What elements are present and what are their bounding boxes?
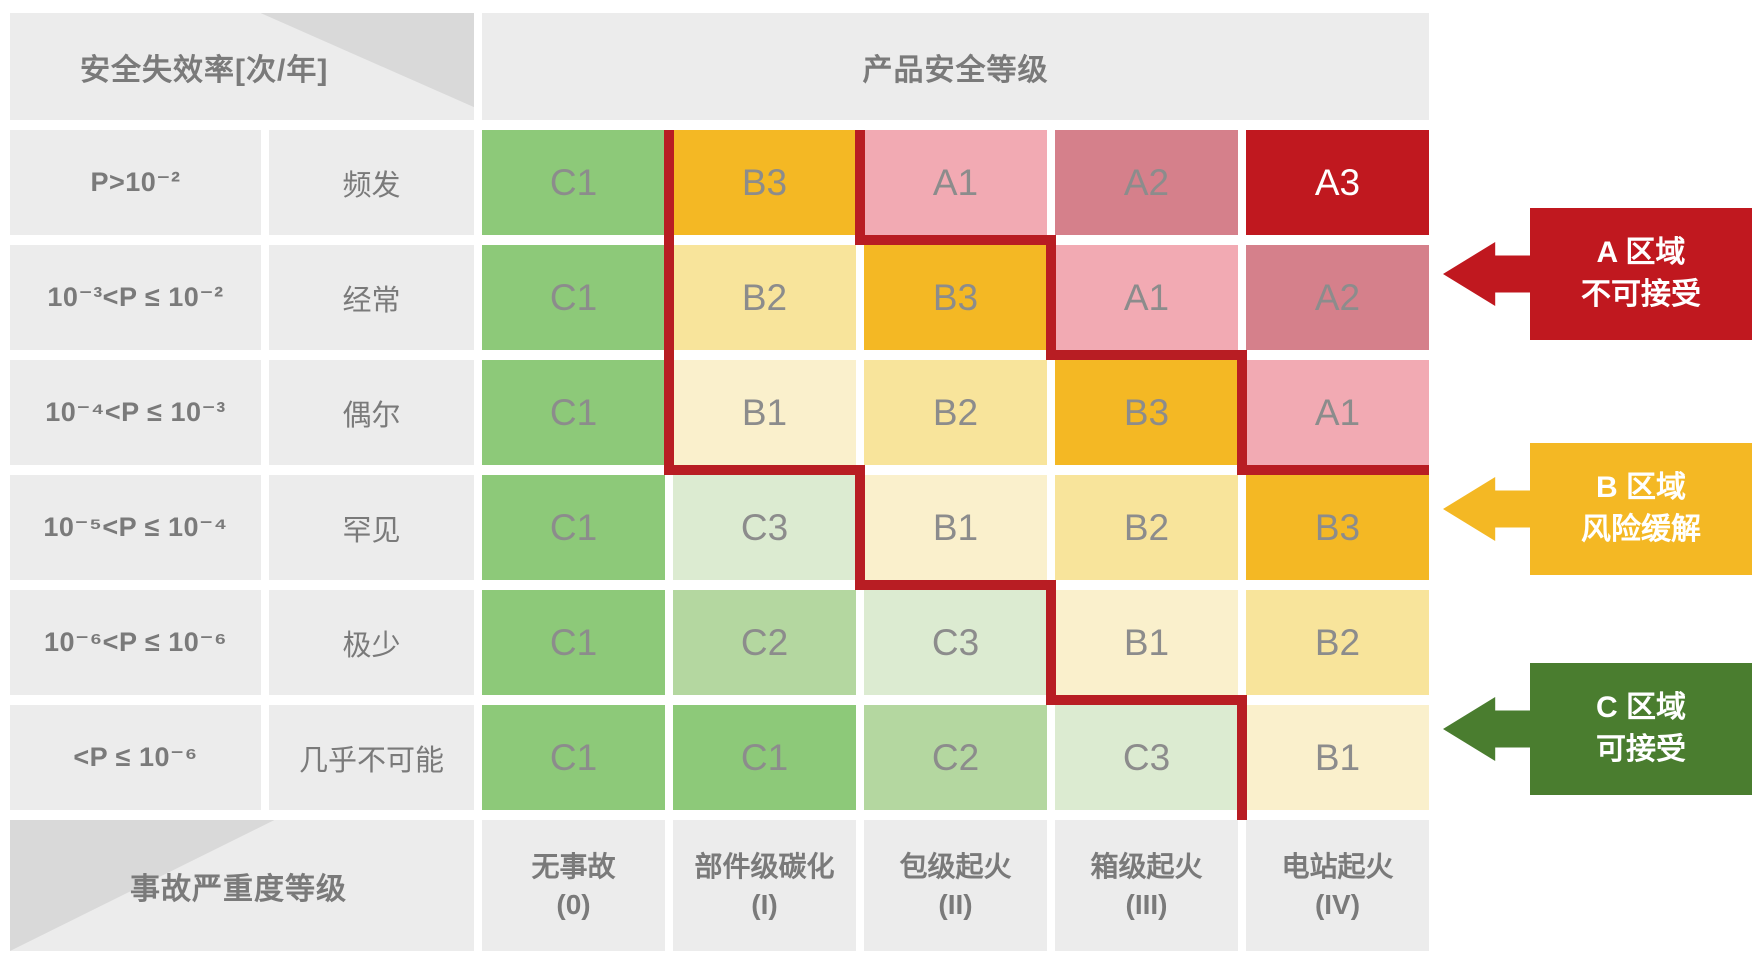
probability-label: 10⁻³<P ≤ 10⁻²	[10, 245, 261, 350]
matrix-cell: B1	[673, 360, 856, 465]
frequency-label: 频发	[269, 130, 474, 235]
legend-zone-title: B 区域	[1596, 471, 1686, 504]
matrix-cell: B2	[864, 360, 1047, 465]
severity-grade: (III)	[1125, 888, 1168, 920]
zone-b-boundary-line	[1046, 695, 1247, 705]
matrix-cell: B3	[673, 130, 856, 235]
zone-a-boundary-line	[855, 235, 1056, 245]
probability-label: 10⁻⁵<P ≤ 10⁻⁴	[10, 475, 261, 580]
matrix-cell: B3	[1246, 475, 1429, 580]
matrix-cell: B2	[1246, 590, 1429, 695]
matrix-cell: B1	[1246, 705, 1429, 810]
matrix-cell: C1	[482, 245, 665, 350]
matrix-cell: C3	[673, 475, 856, 580]
severity-name: 电站起火	[1281, 850, 1394, 882]
matrix-cell: C2	[864, 705, 1047, 810]
matrix-cell: B3	[864, 245, 1047, 350]
matrix-cell: B1	[1055, 590, 1238, 695]
corner-header-label: 安全失效率[次/年]	[80, 53, 329, 87]
zone-b-boundary-line	[855, 580, 1056, 590]
severity-name: 包级起火	[899, 850, 1012, 882]
matrix-cell: A3	[1246, 130, 1429, 235]
top-header-label: 产品安全等级	[862, 53, 1049, 87]
zone-a-boundary-line	[1237, 465, 1429, 475]
zone-b-boundary-line	[664, 130, 674, 475]
probability-label: <P ≤ 10⁻⁶	[10, 705, 261, 810]
zone-b-boundary-line	[1046, 590, 1056, 705]
matrix-cell: A1	[1055, 245, 1238, 350]
severity-name: 部件级碳化	[694, 850, 835, 882]
severity-level-cell: 无事故 (0)	[482, 820, 665, 951]
left-arrow-icon	[1443, 697, 1530, 761]
severity-grade: (II)	[938, 888, 973, 920]
legend-zone-desc: 可接受	[1596, 733, 1686, 766]
legend-zone-c-box: C 区域 可接受	[1530, 663, 1752, 795]
matrix-cell: A1	[1246, 360, 1429, 465]
zone-b-boundary-line	[1237, 705, 1247, 820]
frequency-label: 偶尔	[269, 360, 474, 465]
legend-zone-desc: 不可接受	[1581, 278, 1701, 311]
matrix-cell: B3	[1055, 360, 1238, 465]
matrix-cell: C3	[864, 590, 1047, 695]
zone-a-boundary-line	[1237, 360, 1247, 475]
severity-level-cell: 电站起火 (IV)	[1246, 820, 1429, 951]
matrix-cell: C1	[482, 130, 665, 235]
matrix-cell: B2	[1055, 475, 1238, 580]
matrix-cell: C1	[482, 590, 665, 695]
matrix-cell: A1	[864, 130, 1047, 235]
zone-b-boundary-line	[664, 465, 865, 475]
severity-grade: (0)	[556, 888, 591, 920]
severity-level-cell: 包级起火 (II)	[864, 820, 1047, 951]
matrix-cell: C1	[482, 475, 665, 580]
matrix-cell: A2	[1055, 130, 1238, 235]
severity-name: 无事故	[531, 850, 616, 882]
legend-zone-a-box: A 区域 不可接受	[1530, 208, 1752, 340]
zone-a-boundary-line	[855, 130, 865, 245]
probability-label: 10⁻⁶<P ≤ 10⁻⁶	[10, 590, 261, 695]
severity-level-cell: 部件级碳化 (I)	[673, 820, 856, 951]
severity-grade: (IV)	[1314, 888, 1361, 920]
legend-zone-b-box: B 区域 风险缓解	[1530, 443, 1752, 575]
zone-a-boundary-line	[1046, 245, 1056, 360]
severity-level-cell: 箱级起火 (III)	[1055, 820, 1238, 951]
frequency-label: 极少	[269, 590, 474, 695]
legend-zone-title: A 区域	[1596, 236, 1686, 269]
probability-label: P>10⁻²	[10, 130, 261, 235]
matrix-cell: C3	[1055, 705, 1238, 810]
corner-header-failure-rate: 安全失效率[次/年]	[10, 13, 474, 120]
left-arrow-icon	[1443, 477, 1530, 541]
zone-a-boundary-line	[1046, 350, 1247, 360]
matrix-cell: C1	[482, 705, 665, 810]
left-arrow-icon	[1443, 242, 1530, 306]
zone-b-boundary-line	[855, 475, 865, 590]
matrix-cell: C1	[482, 360, 665, 465]
matrix-cell: C1	[673, 705, 856, 810]
legend-zone-desc: 风险缓解	[1581, 513, 1701, 546]
matrix-cell: C2	[673, 590, 856, 695]
matrix-cell: B1	[864, 475, 1047, 580]
probability-label: 10⁻⁴<P ≤ 10⁻³	[10, 360, 261, 465]
severity-grade: (I)	[751, 888, 778, 920]
bottom-header-severity: 事故严重度等级	[10, 820, 474, 951]
risk-matrix-table: 安全失效率[次/年] 产品安全等级 P>10⁻² 频发 C1 B3 A1 A2 …	[10, 13, 1429, 951]
matrix-cell: B2	[673, 245, 856, 350]
matrix-cell: A2	[1246, 245, 1429, 350]
legend-zone-title: C 区域	[1596, 691, 1686, 724]
severity-name: 箱级起火	[1090, 850, 1203, 882]
frequency-label: 经常	[269, 245, 474, 350]
bottom-header-label: 事故严重度等级	[130, 872, 347, 906]
frequency-label: 几乎不可能	[269, 705, 474, 810]
top-header-safety-level: 产品安全等级	[482, 13, 1429, 120]
frequency-label: 罕见	[269, 475, 474, 580]
